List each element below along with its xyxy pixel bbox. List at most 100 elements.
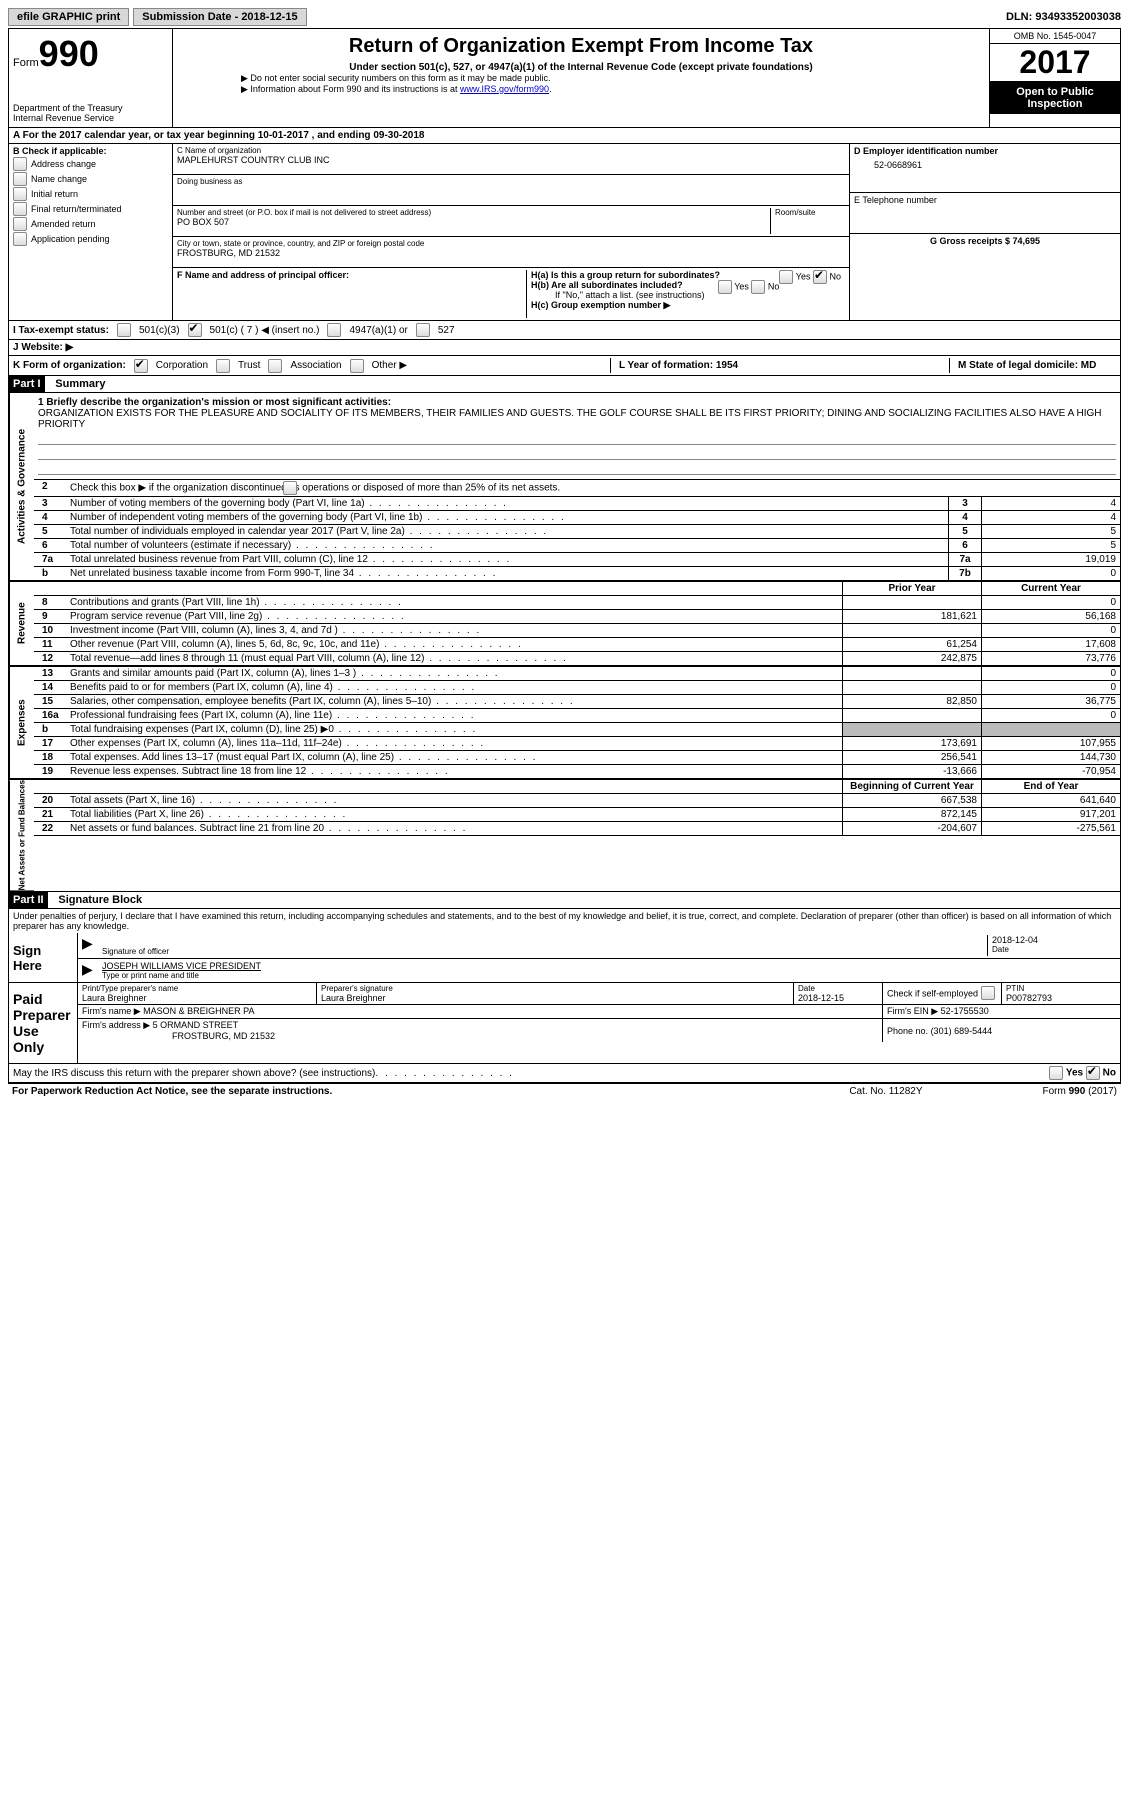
chk-assoc[interactable] bbox=[268, 359, 282, 373]
dept-treasury: Department of the Treasury bbox=[13, 103, 168, 113]
header-center: Return of Organization Exempt From Incom… bbox=[173, 29, 989, 127]
line-no: 9 bbox=[34, 610, 66, 624]
line-no: 21 bbox=[34, 808, 66, 822]
line-desc: Total revenue—add lines 8 through 11 (mu… bbox=[66, 652, 843, 666]
line-no: 11 bbox=[34, 638, 66, 652]
chk-hb-yes[interactable] bbox=[718, 280, 732, 294]
form-subtitle: Under section 501(c), 527, or 4947(a)(1)… bbox=[181, 62, 981, 73]
line-box: 3 bbox=[949, 497, 982, 511]
cat-no: Cat. No. 11282Y bbox=[849, 1086, 922, 1097]
officer-name: JOSEPH WILLIAMS VICE PRESIDENT bbox=[102, 961, 1112, 971]
header-left: Form990 Department of the Treasury Inter… bbox=[9, 29, 173, 127]
line-no: 19 bbox=[34, 765, 66, 779]
chk-501c[interactable] bbox=[188, 323, 202, 337]
chk-discuss-yes[interactable] bbox=[1049, 1066, 1063, 1080]
part2-header-row: Part II Signature Block bbox=[8, 892, 1121, 909]
prior-value: 256,541 bbox=[843, 751, 982, 765]
chk-self-employed[interactable] bbox=[981, 986, 995, 1000]
part1-title: Summary bbox=[47, 376, 113, 392]
vtab-na: Net Assets or Fund Balances bbox=[9, 780, 34, 891]
current-value: 144,730 bbox=[982, 751, 1121, 765]
line-no: 7a bbox=[34, 553, 66, 567]
current-value: 0 bbox=[982, 709, 1121, 723]
chk-amended[interactable] bbox=[13, 217, 27, 231]
efile-button[interactable]: efile GRAPHIC print bbox=[8, 8, 129, 26]
phone-label: E Telephone number bbox=[854, 195, 1116, 205]
org-name: MAPLEHURST COUNTRY CLUB INC bbox=[177, 155, 845, 165]
line-box: 7b bbox=[949, 567, 982, 581]
chk-address-change[interactable] bbox=[13, 157, 27, 171]
officer-label: F Name and address of principal officer: bbox=[177, 270, 526, 280]
ha-yes: Yes bbox=[796, 271, 811, 281]
chk-discuss-no[interactable] bbox=[1086, 1066, 1100, 1080]
lbl-final-return: Final return/terminated bbox=[31, 204, 122, 214]
prep-sig-label: Preparer's signature bbox=[321, 984, 789, 993]
line-desc: Investment income (Part VIII, column (A)… bbox=[66, 624, 843, 638]
line-desc: Total number of individuals employed in … bbox=[66, 525, 949, 539]
line-no: 4 bbox=[34, 511, 66, 525]
line-value: 19,019 bbox=[982, 553, 1121, 567]
prior-value: 181,621 bbox=[843, 610, 982, 624]
note-info: ▶ Information about Form 990 and its ins… bbox=[181, 84, 981, 95]
summary-ag: Activities & Governance 1 Briefly descri… bbox=[8, 393, 1121, 582]
chk-4947[interactable] bbox=[327, 323, 341, 337]
lbl-4947: 4947(a)(1) or bbox=[349, 325, 407, 336]
line-desc: Grants and similar amounts paid (Part IX… bbox=[66, 667, 843, 681]
firm-addr: 5 ORMAND STREET bbox=[153, 1020, 239, 1030]
line-no: 22 bbox=[34, 822, 66, 836]
discuss-no: No bbox=[1103, 1068, 1116, 1079]
line-value: 4 bbox=[982, 511, 1121, 525]
chk-app-pending[interactable] bbox=[13, 232, 27, 246]
arrow-icon: ▶ bbox=[82, 961, 98, 980]
prep-date-label: Date bbox=[798, 984, 878, 993]
chk-ha-no[interactable] bbox=[813, 270, 827, 284]
lbl-501c3: 501(c)(3) bbox=[139, 325, 180, 336]
current-value: 36,775 bbox=[982, 695, 1121, 709]
hb-no: No bbox=[768, 281, 780, 291]
irs-link[interactable]: www.IRS.gov/form990 bbox=[460, 84, 549, 94]
line-no: 20 bbox=[34, 794, 66, 808]
form-container: Form990 Department of the Treasury Inter… bbox=[8, 28, 1121, 376]
line-value: 5 bbox=[982, 539, 1121, 553]
chk-discontinued[interactable] bbox=[283, 481, 297, 495]
lbl-527: 527 bbox=[438, 325, 455, 336]
lbl-amended: Amended return bbox=[31, 219, 96, 229]
ag-table: 2Check this box ▶ if the organization di… bbox=[34, 480, 1120, 581]
rev-table: Prior YearCurrent Year 8 Contributions a… bbox=[34, 582, 1120, 666]
irs: Internal Revenue Service bbox=[13, 113, 168, 123]
chk-trust[interactable] bbox=[216, 359, 230, 373]
discuss-text: May the IRS discuss this return with the… bbox=[13, 1068, 375, 1079]
chk-final-return[interactable] bbox=[13, 202, 27, 216]
lbl-name-change: Name change bbox=[31, 174, 87, 184]
line-desc: Total liabilities (Part X, line 26) bbox=[66, 808, 843, 822]
city-value: FROSTBURG, MD 21532 bbox=[177, 248, 845, 258]
chk-hb-no[interactable] bbox=[751, 280, 765, 294]
shaded-cell bbox=[843, 723, 982, 737]
chk-501c3[interactable] bbox=[117, 323, 131, 337]
tax-year: 2017 bbox=[990, 44, 1120, 82]
ein-label: D Employer identification number bbox=[854, 146, 1116, 156]
chk-initial-return[interactable] bbox=[13, 187, 27, 201]
current-value: -70,954 bbox=[982, 765, 1121, 779]
col-b-header: B Check if applicable: bbox=[13, 146, 168, 156]
dba-label: Doing business as bbox=[177, 177, 845, 186]
form-number: 990 bbox=[39, 33, 99, 74]
line-desc: Total assets (Part X, line 16) bbox=[66, 794, 843, 808]
prior-value bbox=[843, 709, 982, 723]
chk-527[interactable] bbox=[416, 323, 430, 337]
city-label: City or town, state or province, country… bbox=[177, 239, 845, 248]
chk-corp[interactable] bbox=[134, 359, 148, 373]
discuss-yes: Yes bbox=[1066, 1068, 1083, 1079]
lbl-501c: 501(c) ( 7 ) ◀ (insert no.) bbox=[210, 325, 320, 336]
chk-ha-yes[interactable] bbox=[779, 270, 793, 284]
line-no: 12 bbox=[34, 652, 66, 666]
chk-name-change[interactable] bbox=[13, 172, 27, 186]
chk-other[interactable] bbox=[350, 359, 364, 373]
line-no: 10 bbox=[34, 624, 66, 638]
summary-exp: Expenses 13 Grants and similar amounts p… bbox=[8, 667, 1121, 780]
line-desc: Salaries, other compensation, employee b… bbox=[66, 695, 843, 709]
street-value: PO BOX 507 bbox=[177, 217, 770, 227]
prior-value: 173,691 bbox=[843, 737, 982, 751]
sign-here-label: Sign Here bbox=[9, 933, 77, 982]
line-no: 15 bbox=[34, 695, 66, 709]
